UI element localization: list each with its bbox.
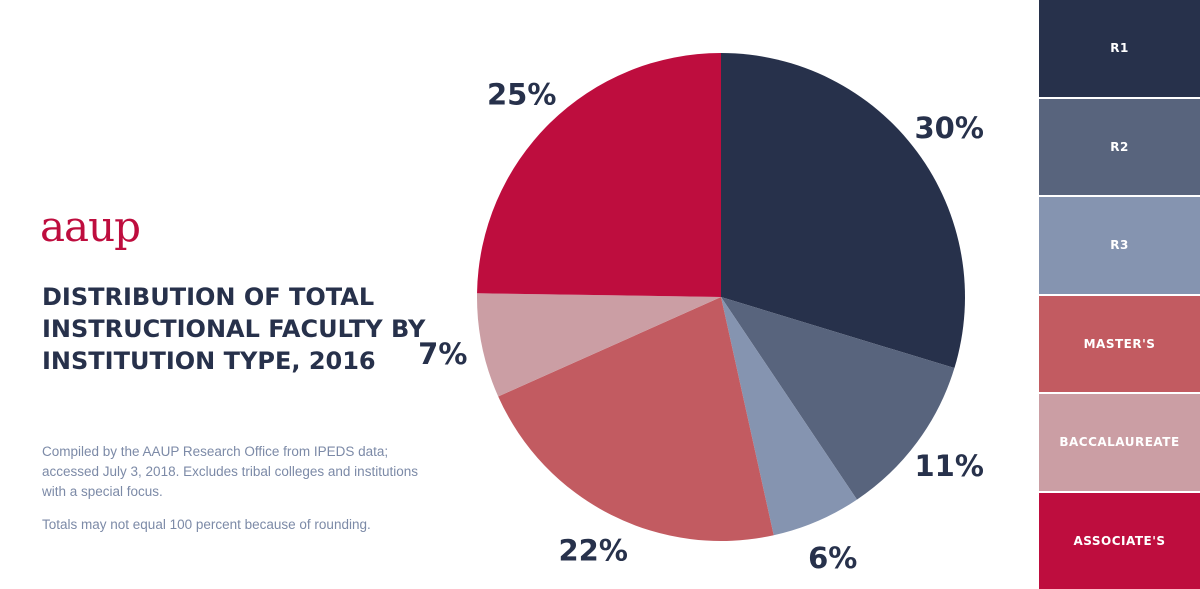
legend-item-r2: R2 [1039,98,1200,197]
pie-label-r1: 30% [914,111,983,145]
legend-item-associate-s: ASSOCIATE'S [1039,492,1200,589]
pie-label-associate-s: 25% [487,78,556,112]
pie-label-master-s: 22% [558,534,627,568]
legend-item-master-s: MASTER'S [1039,295,1200,394]
legend-label: R2 [1110,139,1129,154]
pie-slice-associate-s [477,53,721,297]
pie-labels: 30% 11% 6% 22% 7% 25% [418,78,984,575]
pie-slice-master-s [498,297,774,542]
legend-label: BACCALAUREATE [1059,435,1180,450]
pie-slices [477,53,965,542]
pie-label-r3: 6% [808,541,857,575]
pie-slice-r1 [721,53,965,369]
chart-title: DISTRIBUTION OF TOTAL INSTRUCTIONAL FACU… [42,283,426,375]
legend: R1 R2 R3 MASTER'S BACCALAUREATE ASSOCIATE'S [1039,0,1200,589]
legend-item-r1: R1 [1039,0,1200,99]
rounding-note: Totals may not equal 100 percent because… [42,517,371,532]
legend-label: R3 [1110,238,1129,253]
pie-slice-baccalaureate [477,293,721,397]
legend-item-r3: R3 [1039,197,1200,296]
pie-slice-r3 [721,297,857,536]
pie-label-baccalaureate: 7% [418,337,467,371]
legend-label: ASSOCIATE'S [1073,533,1166,548]
legend-label: R1 [1110,41,1129,56]
source-note: Compiled by the AAUP Research Office fro… [42,444,418,499]
legend-label: MASTER'S [1083,336,1156,351]
aaup-logo: aaup [40,202,141,251]
pie-label-r2: 11% [914,449,983,483]
legend-item-baccalaureate: BACCALAUREATE [1039,394,1200,493]
pie-chart: 30% 11% 6% 22% 7% 25% [418,53,984,575]
pie-slice-r2 [721,297,955,500]
